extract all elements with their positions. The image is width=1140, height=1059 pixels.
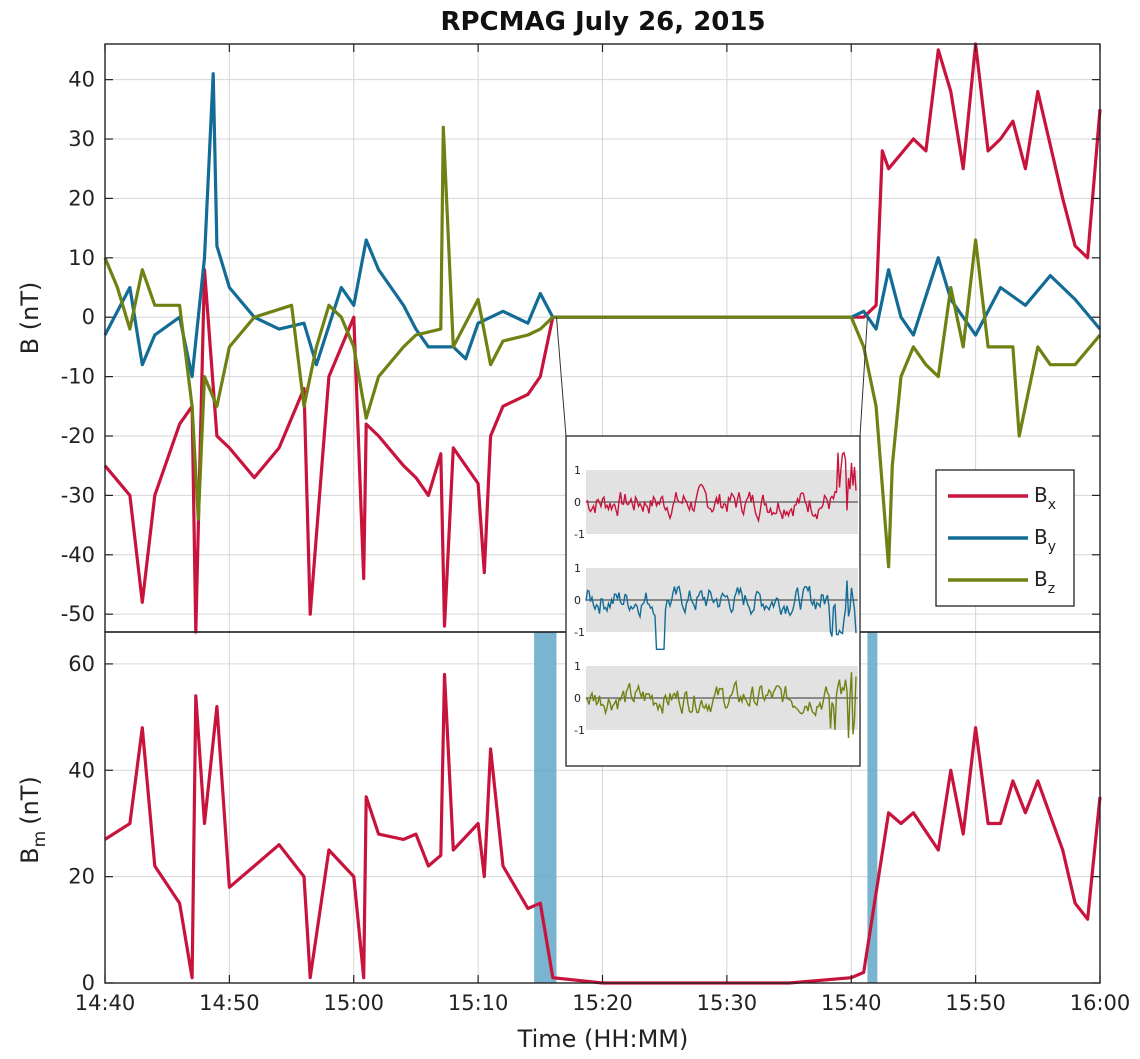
bottom-y-tick-label: 60 <box>68 652 95 676</box>
top-y-tick-label: 0 <box>82 305 95 329</box>
bottom-y-tick-label: 0 <box>82 971 95 995</box>
inset-trace-b_z <box>585 672 857 739</box>
x-tick-label: 15:30 <box>697 991 758 1015</box>
top-y-tick-label: -30 <box>61 483 95 507</box>
shaded-interval <box>867 632 878 983</box>
inset-tick-label: 1 <box>574 464 581 477</box>
bottom-panel-lines <box>104 672 1102 985</box>
shaded-interval <box>534 632 557 983</box>
bottom-y-tick-label: 40 <box>68 758 95 782</box>
legend-label-b_z: Bz <box>1034 567 1055 597</box>
x-tick-label: 15:50 <box>945 991 1006 1015</box>
legend: Bx By Bz <box>935 469 1075 607</box>
top-y-axis-label: B (nT) <box>16 282 44 355</box>
inset-tick-label: 0 <box>574 594 581 607</box>
x-axis-label: Time (HH:MM) <box>517 1025 689 1053</box>
series-line-b_y <box>103 72 1102 379</box>
bottom-y-label-sub: m <box>30 831 50 848</box>
top-y-tick-label: 40 <box>68 68 95 92</box>
series-line-b_z <box>103 125 1102 569</box>
inset-tick-label: 1 <box>574 562 581 575</box>
top-y-tick-label: 10 <box>68 246 95 270</box>
x-tick-label: 14:40 <box>75 991 136 1015</box>
inset-trace-b_x <box>585 451 857 524</box>
inset-tick-label: -1 <box>574 724 585 737</box>
x-tick-label: 15:40 <box>821 991 882 1015</box>
legend-label-b_y: By <box>1034 525 1056 555</box>
x-tick-label: 14:50 <box>199 991 260 1015</box>
x-tick-label: 15:10 <box>448 991 509 1015</box>
top-y-tick-label: 20 <box>68 186 95 210</box>
inset-panel: 1 0 -1 1 0 -1 1 0 -1 <box>555 317 868 767</box>
chart-title: RPCMAG July 26, 2015 <box>440 7 765 37</box>
inset-tick-label: 1 <box>574 660 581 673</box>
bottom-y-label-unit: (nT) <box>16 776 44 825</box>
x-tick-label: 15:00 <box>323 991 384 1015</box>
top-y-tick-label: 30 <box>68 127 95 151</box>
shaded-intervals <box>534 632 878 983</box>
top-y-tick-label: -50 <box>61 602 95 626</box>
inset-tick-label: 0 <box>574 496 581 509</box>
series-line-bm <box>104 672 1102 985</box>
bottom-y-axis-label: Bm (nT) <box>16 776 50 864</box>
inset-tick-label: -1 <box>574 626 585 639</box>
inset-connector-right <box>859 317 868 437</box>
inset-tick-label: 0 <box>574 692 581 705</box>
top-panel-lines <box>103 42 1102 634</box>
inset-tick-label: -1 <box>574 528 585 541</box>
top-y-tick-label: -20 <box>61 424 95 448</box>
bottom-y-label-main: B <box>16 847 44 863</box>
bottom-y-tick-label: 20 <box>68 865 95 889</box>
x-tick-label: 15:20 <box>572 991 633 1015</box>
top-y-tick-label: -10 <box>61 365 95 389</box>
x-tick-label: 16:00 <box>1070 991 1131 1015</box>
legend-label-b_x: Bx <box>1034 483 1056 513</box>
inset-trace-b_y <box>585 580 857 650</box>
top-y-tick-label: -40 <box>61 543 95 567</box>
inset-connector-left <box>555 317 567 437</box>
series-line-b_x <box>103 42 1102 634</box>
